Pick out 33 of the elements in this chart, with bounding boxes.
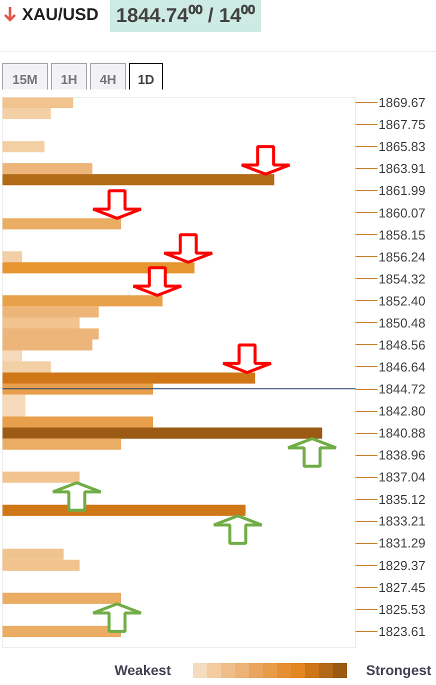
y-tick-label: 1869.67: [378, 95, 426, 110]
text: Strongest: [366, 662, 432, 678]
y-tick-label: 1860.07: [378, 205, 426, 220]
y-tick-label: 1852.40: [378, 293, 426, 308]
y-tick-label: 1833.21: [378, 514, 426, 529]
y-tick-label: 1825.53: [378, 602, 426, 617]
y-tick-label: 1865.83: [378, 139, 426, 154]
y-tick-label: 1835.12: [378, 492, 426, 507]
y-tick-label: 1848.56: [378, 337, 426, 352]
y-tick-label: 1840.88: [378, 426, 426, 441]
y-tick-label: 1838.96: [378, 448, 426, 463]
y-tick-label: 1829.37: [378, 558, 426, 573]
text: Weakest: [114, 662, 171, 678]
chart-title: XAU/USD: [22, 5, 99, 25]
chart-subtitle: 1844.74⁰⁰ / 14⁰⁰: [110, 0, 262, 32]
y-tick-label: 1863.91: [378, 161, 426, 176]
text: 1H: [51, 63, 87, 95]
y-tick-label: 1854.32: [378, 271, 426, 286]
y-tick-label: 1837.04: [378, 470, 426, 485]
y-tick-label: 1858.15: [378, 227, 426, 242]
y-tick-label: 1846.64: [378, 359, 426, 374]
text: 4H: [90, 63, 126, 95]
y-tick-label: 1842.80: [378, 404, 426, 419]
y-tick-label: 1850.48: [378, 315, 426, 330]
y-tick-label: 1861.99: [378, 183, 426, 198]
y-tick-label: 1867.75: [378, 117, 426, 132]
y-tick-label: 1831.29: [378, 536, 426, 551]
text: 1D: [129, 63, 163, 95]
y-tick-label: 1856.24: [378, 249, 426, 264]
y-tick-label: 1844.72: [378, 382, 426, 397]
y-tick-label: 1827.45: [378, 580, 426, 595]
text: 15M: [2, 63, 48, 95]
y-tick-label: 1823.61: [378, 624, 426, 639]
